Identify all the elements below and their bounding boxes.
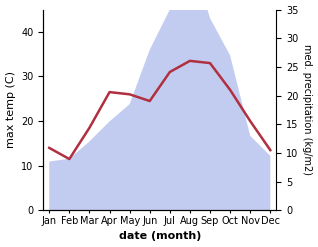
X-axis label: date (month): date (month): [119, 231, 201, 242]
Y-axis label: med. precipitation (kg/m2): med. precipitation (kg/m2): [302, 44, 313, 175]
Y-axis label: max temp (C): max temp (C): [5, 71, 16, 148]
